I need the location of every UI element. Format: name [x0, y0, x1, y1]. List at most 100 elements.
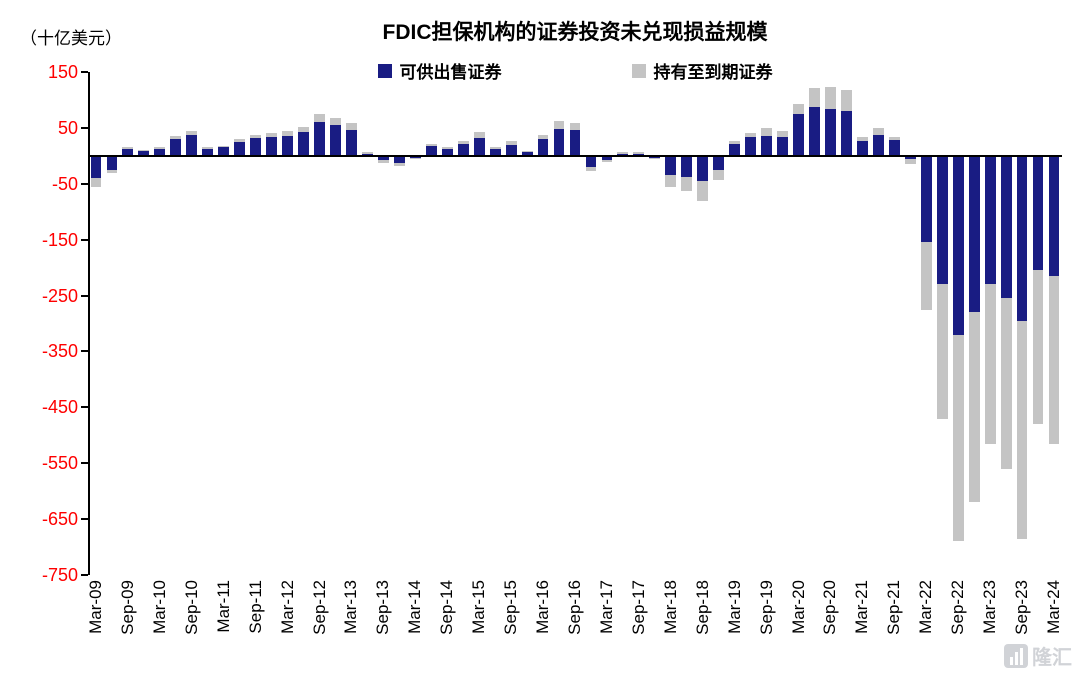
bar-afs-segment: [665, 155, 677, 176]
bar-afs-segment: [952, 155, 964, 335]
bar-afs-segment: [202, 149, 214, 156]
y-tick-mark: [81, 350, 88, 353]
bar-afs-segment: [713, 155, 725, 170]
bar-htm-segment: [409, 158, 421, 160]
y-tick-mark: [81, 574, 88, 576]
bar-afs-segment: [888, 140, 900, 156]
y-tick-mark: [81, 71, 88, 73]
bar-afs-segment: [729, 143, 741, 156]
bar-afs-segment: [968, 155, 980, 313]
bar-htm-segment: [298, 126, 309, 133]
bar-htm-segment: [841, 89, 852, 112]
bar-htm-segment: [170, 135, 182, 140]
y-axis-unit-label: （十亿美元）: [20, 29, 122, 48]
bar-afs-segment: [250, 137, 262, 156]
bar-htm-segment: [441, 147, 453, 150]
bar-afs-segment: [170, 139, 182, 156]
bar-htm-segment: [473, 132, 485, 138]
bar-afs-segment: [936, 155, 948, 285]
bar-afs-segment: [904, 155, 916, 160]
afs-series-swatch: [377, 63, 392, 78]
x-axis-label: Mar-15: [469, 580, 489, 634]
chart-title: FDIC担保机构的证券投资未兑现损益规模: [382, 21, 768, 44]
bar-afs-segment: [473, 137, 485, 156]
bar-afs-segment: [298, 132, 309, 156]
bar-afs-segment: [521, 152, 533, 156]
bar-htm-segment: [952, 334, 964, 542]
bar-afs-segment: [377, 155, 389, 161]
bar-afs-segment: [793, 113, 804, 156]
bar-htm-segment: [553, 121, 565, 129]
x-axis-label: Sep-21: [884, 580, 904, 635]
y-tick-mark: [81, 518, 88, 521]
bar-afs-segment: [633, 153, 645, 156]
bar-htm-segment: [872, 127, 884, 135]
bar-htm-segment: [793, 103, 804, 114]
bar-afs-segment: [649, 155, 661, 159]
bar-htm-segment: [697, 180, 709, 201]
bar-afs-segment: [138, 151, 150, 156]
bar-htm-segment: [393, 162, 405, 166]
bar-htm-segment: [1000, 298, 1012, 469]
y-tick-mark: [81, 182, 88, 185]
bar-afs-segment: [154, 149, 166, 156]
bar-htm-segment: [521, 151, 533, 153]
x-axis-label: Mar-11: [213, 580, 233, 633]
bar-htm-segment: [920, 242, 932, 310]
x-axis-label: Mar-18: [660, 580, 680, 634]
y-tick-mark: [81, 406, 88, 409]
y-tick-mark: [81, 294, 88, 297]
y-tick-label: -150: [41, 229, 78, 250]
x-axis-label: Mar-14: [405, 580, 425, 634]
x-axis-label: Sep-12: [309, 580, 329, 635]
bar-htm-segment: [282, 131, 293, 136]
bar-afs-segment: [1016, 155, 1028, 321]
bar-htm-segment: [809, 87, 820, 107]
bar-afs-segment: [1000, 155, 1012, 299]
bar-afs-segment: [745, 137, 757, 156]
bar-htm-segment: [266, 133, 278, 138]
bar-afs-segment: [920, 155, 932, 243]
bar-afs-segment: [106, 155, 118, 170]
bar-htm-segment: [856, 136, 868, 142]
x-axis-label: Mar-23: [980, 580, 1000, 634]
y-tick-mark: [81, 238, 88, 241]
bar-afs-segment: [234, 141, 246, 156]
x-axis-label: Mar-19: [724, 580, 744, 634]
bar-afs-segment: [282, 135, 293, 156]
bar-htm-segment: [761, 127, 773, 136]
y-tick-label: -350: [41, 341, 78, 362]
y-tick-mark: [81, 126, 88, 129]
y-tick-mark: [81, 462, 88, 465]
bar-htm-segment: [585, 167, 597, 172]
bar-afs-segment: [361, 153, 373, 156]
watermark: 隆汇: [1004, 641, 1072, 670]
x-axis-label: Mar-17: [596, 580, 616, 634]
bar-afs-segment: [984, 155, 996, 285]
bar-htm-segment: [106, 169, 118, 173]
bar-afs-segment: [825, 108, 836, 156]
htm-series-label: 持有至到期证券: [653, 63, 773, 82]
bar-htm-segment: [250, 134, 262, 138]
bar-htm-segment: [665, 175, 677, 187]
bar-htm-segment: [346, 123, 357, 131]
bar-afs-segment: [441, 149, 453, 156]
x-axis-label: Mar-09: [85, 580, 105, 634]
x-axis-label: Mar-20: [788, 580, 808, 634]
bar-htm-segment: [633, 152, 645, 154]
x-axis-label: Sep-22: [948, 580, 968, 635]
x-axis-label: Sep-10: [181, 580, 201, 635]
bar-htm-segment: [968, 312, 980, 503]
bar-htm-segment: [984, 284, 996, 444]
bar-afs-segment: [457, 143, 469, 156]
bar-htm-segment: [1048, 275, 1060, 444]
bar-afs-segment: [1048, 155, 1060, 276]
bar-afs-segment: [761, 135, 773, 156]
y-tick-label: 50: [57, 117, 78, 138]
y-tick-label: -550: [41, 453, 78, 474]
bar-afs-segment: [617, 153, 629, 156]
y-axis-line: [88, 72, 90, 575]
x-axis-label: Mar-21: [852, 580, 872, 634]
y-tick-label: -50: [51, 173, 78, 194]
